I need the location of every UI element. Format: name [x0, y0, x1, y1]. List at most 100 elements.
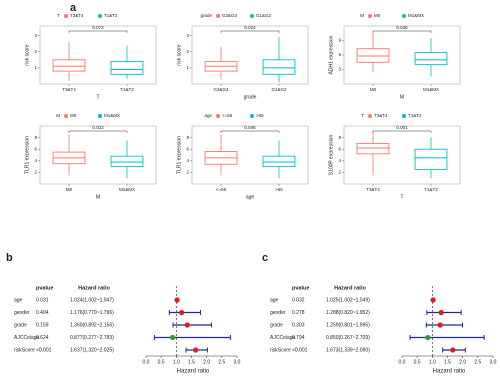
legend-swatch [216, 14, 220, 18]
x-axis-label: Hazard ratio [177, 369, 210, 375]
hr-label: 1.025(1.002~1.049) [326, 297, 370, 303]
x-tick-label: 1.0 [173, 359, 180, 365]
legend-label: G3&G4 [222, 13, 238, 18]
legend-label: M0 [374, 13, 381, 18]
p-bracket [220, 130, 280, 133]
legend-title: age [204, 113, 212, 118]
box [110, 155, 144, 168]
x-axis-label: T [96, 94, 99, 100]
column-header: pvalue [292, 285, 309, 291]
y-tick-label: 8 [338, 135, 341, 140]
variable: grade [270, 322, 283, 328]
variable: age [270, 297, 279, 303]
x-axis-label: M [400, 94, 404, 100]
legend-label: T1&T2 [104, 13, 118, 18]
plot-area [39, 25, 157, 85]
p-value: 0.794 [292, 335, 305, 341]
x-tick-label: T1&T2 [424, 187, 438, 192]
hr-label: 1.024(1.002~1.047) [70, 297, 114, 303]
hr-label: 0.877(0.277~2.783) [70, 335, 114, 341]
box [262, 59, 296, 75]
plot-area [343, 125, 461, 185]
x-tick-label: 2.5 [218, 359, 225, 365]
y-tick-label: 6 [34, 146, 37, 151]
x-tick-label: 2.0 [203, 359, 210, 365]
legend-label: G1&G2 [256, 13, 272, 18]
x-tick-label: M1&MX [119, 187, 135, 192]
p-bracket [68, 130, 128, 133]
p-bracket [372, 130, 432, 133]
p-value: 0.032 [292, 297, 305, 303]
x-tick-label: T3&T4 [62, 87, 76, 92]
p-bracket [68, 30, 128, 33]
x-tick-label: 0.0 [399, 359, 406, 365]
box [262, 155, 296, 168]
p-bracket [220, 30, 280, 33]
hr-label: 1.637(1.320~2.025) [70, 347, 114, 353]
x-tick-label: 0.0 [143, 359, 150, 365]
y-tick-label: 2 [186, 49, 189, 54]
hr-point [179, 309, 185, 316]
x-tick-label: 3.0 [233, 359, 240, 365]
y-tick-label: 2 [338, 170, 341, 175]
hr-point [450, 347, 456, 353]
hr-point [437, 322, 443, 328]
x-tick-label: M0 [370, 87, 377, 92]
y-axis-label: S100P expression [328, 135, 334, 176]
box [110, 60, 144, 75]
hr-point [438, 309, 444, 316]
x-tick-label: M0 [66, 187, 73, 192]
p-value: 0.404 [36, 310, 49, 316]
legend-swatch [368, 114, 372, 118]
box [52, 59, 86, 72]
legend-label: T3&T4 [374, 113, 388, 118]
legend-swatch [98, 14, 102, 18]
x-tick-label: 1.0 [429, 359, 436, 365]
panel-label: b [6, 252, 13, 264]
legend-title: T [361, 113, 364, 118]
y-tick-label: 8 [186, 135, 189, 140]
x-tick-label: 2.5 [474, 359, 481, 365]
p-value: 0.624 [36, 335, 49, 341]
variable: riskScore [14, 347, 35, 353]
x-tick-label: 0.5 [158, 359, 165, 365]
x-axis-label: M [96, 194, 100, 200]
legend-label: M1&MX [104, 113, 120, 118]
x-axis-label: age [246, 194, 255, 200]
y-tick-label: 3 [186, 33, 189, 38]
y-tick-label: 8 [34, 135, 37, 140]
hr-point [193, 347, 199, 353]
hr-point [184, 322, 190, 328]
y-tick-label: 4 [186, 158, 189, 163]
legend-label: T3&T4 [70, 13, 84, 18]
column-header: Hazard ratio [334, 285, 366, 291]
y-tick-label: 2 [186, 170, 189, 175]
y-tick-label: 6 [338, 52, 341, 57]
x-axis-label: T [400, 194, 403, 200]
y-axis-label: risk score [176, 44, 182, 66]
legend-swatch [64, 14, 68, 18]
hr-label: 1.360(0.892~2.156) [70, 322, 114, 328]
hr-label: 1.288(0.820~1.952) [326, 310, 370, 316]
legend-swatch [216, 114, 220, 118]
y-tick-label: 3 [34, 33, 37, 38]
p-value: 0.072 [92, 25, 104, 30]
y-tick-label: 3 [338, 67, 341, 72]
x-tick-label: T1&T2 [120, 87, 134, 92]
p-value: <0.001 [292, 347, 308, 353]
column-header: pvalue [36, 285, 53, 291]
legend-title: T [57, 13, 60, 18]
y-tick-label: 2 [34, 170, 37, 175]
variable: AJCCstage [270, 335, 296, 341]
x-tick-label: >65 [275, 187, 283, 192]
legend-label: <=65 [222, 113, 233, 118]
y-axis-label: ADH1 expression [328, 35, 334, 74]
hr-label: 1.259(0.801~1.995) [326, 322, 370, 328]
column-header: Hazard ratio [78, 285, 110, 291]
legend-title: grade [200, 13, 212, 18]
plot-area [39, 125, 157, 185]
x-tick-label: G1&G2 [271, 87, 287, 92]
p-value: 0.022 [92, 125, 104, 130]
legend-swatch [250, 114, 254, 118]
y-axis-label: risk score [24, 44, 30, 66]
